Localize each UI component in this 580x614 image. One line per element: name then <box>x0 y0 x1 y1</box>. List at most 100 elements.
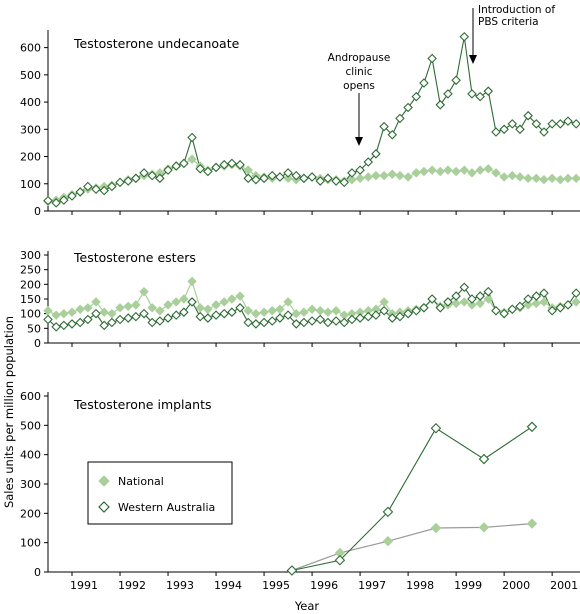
x-tick-label: 1998 <box>406 579 434 592</box>
y-tick-label-undecanoate: 100 <box>20 178 41 191</box>
x-tick-label: 1992 <box>118 579 146 592</box>
data-point-national-undecanoate <box>371 170 381 181</box>
data-point-national-esters <box>323 307 333 317</box>
data-point-wa-undecanoate <box>379 121 389 132</box>
data-point-wa-esters <box>387 313 398 323</box>
data-point-wa-undecanoate <box>563 116 573 126</box>
data-point-national-undecanoate <box>427 165 437 175</box>
data-point-national-esters <box>259 307 269 317</box>
y-tick-label-implants: 400 <box>20 449 41 462</box>
data-point-national-esters <box>219 297 229 307</box>
data-point-wa-undecanoate <box>227 158 237 169</box>
data-point-wa-esters <box>43 314 53 325</box>
annotation-andropause-line-3: opens <box>343 80 375 92</box>
data-point-national-esters <box>531 298 542 309</box>
data-point-wa-undecanoate <box>555 119 566 129</box>
y-tick-label-undecanoate: 600 <box>20 42 41 55</box>
data-point-wa-undecanoate <box>387 129 398 140</box>
data-point-wa-esters <box>379 305 389 316</box>
data-point-wa-esters <box>531 291 542 301</box>
data-point-wa-undecanoate <box>491 127 501 137</box>
data-point-wa-esters <box>363 311 374 322</box>
data-point-wa-undecanoate <box>315 176 326 186</box>
data-point-national-esters <box>243 306 253 316</box>
data-point-wa-esters <box>227 307 237 317</box>
data-point-wa-undecanoate <box>307 172 317 182</box>
data-point-wa-undecanoate <box>59 195 69 205</box>
data-point-wa-undecanoate <box>139 168 149 178</box>
data-point-wa-undecanoate <box>283 168 293 178</box>
data-point-wa-esters <box>403 308 413 319</box>
data-point-wa-undecanoate <box>251 174 261 185</box>
data-point-national-undecanoate <box>419 166 429 177</box>
data-point-national-esters <box>203 304 213 314</box>
data-point-national-esters <box>267 306 277 316</box>
data-point-wa-esters <box>59 320 69 331</box>
data-point-national-esters <box>43 306 53 316</box>
data-point-national-undecanoate <box>563 173 573 184</box>
data-point-wa-esters <box>235 303 245 313</box>
data-point-national-esters <box>163 300 173 310</box>
data-point-national-undecanoate <box>499 172 509 182</box>
axes-layer: 0100200300400500600050100150200250300010… <box>20 30 580 592</box>
x-axis-title: Year <box>294 599 320 613</box>
data-point-wa-undecanoate <box>291 170 302 181</box>
data-point-wa-esters <box>171 310 181 320</box>
data-point-wa-undecanoate <box>515 124 525 135</box>
annotation-pbs-line-1: Introduction of <box>478 4 555 16</box>
data-point-wa-undecanoate <box>443 89 453 99</box>
data-point-wa-implants <box>334 554 346 566</box>
data-point-wa-esters <box>451 291 461 301</box>
data-point-wa-implants <box>430 422 442 434</box>
data-point-national-esters <box>379 297 389 307</box>
x-tick-label: 1991 <box>70 579 98 592</box>
x-tick-label: 1997 <box>358 579 386 592</box>
data-point-wa-undecanoate <box>43 195 53 206</box>
data-point-wa-undecanoate <box>531 119 542 129</box>
data-point-wa-esters <box>467 294 477 304</box>
legend: National Western Australia <box>87 461 233 525</box>
data-point-national-esters <box>459 297 469 307</box>
data-point-wa-esters <box>491 305 501 316</box>
data-point-wa-esters <box>211 310 221 320</box>
y-axis-title: Sales units per million population <box>2 316 16 508</box>
y-tick-label-implants: 100 <box>20 537 41 550</box>
data-point-national-esters <box>187 276 197 287</box>
data-point-national-undecanoate <box>467 168 477 178</box>
data-point-wa-undecanoate <box>107 181 117 192</box>
data-point-national-esters <box>211 300 221 310</box>
data-point-wa-esters <box>563 300 573 310</box>
data-point-wa-undecanoate <box>83 181 93 192</box>
data-point-wa-esters <box>99 320 109 331</box>
y-tick-label-esters: 50 <box>27 322 41 335</box>
data-point-national-esters <box>307 304 317 314</box>
y-tick-label-implants: 600 <box>20 390 41 403</box>
data-point-wa-esters <box>323 317 333 328</box>
data-point-national-undecanoate <box>451 166 461 177</box>
annotation-andropause-line-2: clinic <box>346 66 373 78</box>
data-point-national-undecanoate <box>355 173 365 184</box>
data-point-wa-undecanoate <box>475 91 485 102</box>
data-point-national-undecanoate <box>507 170 518 181</box>
data-point-wa-undecanoate <box>51 198 61 208</box>
data-point-national-esters <box>299 307 309 317</box>
data-point-wa-esters <box>163 313 173 323</box>
y-tick-label-undecanoate: 0 <box>34 205 41 218</box>
data-point-wa-undecanoate <box>499 124 509 135</box>
legend-label-national: National <box>118 475 164 488</box>
y-tick-label-implants: 500 <box>20 419 41 432</box>
x-tick-label: 1996 <box>310 579 338 592</box>
data-point-wa-esters <box>555 303 566 313</box>
data-point-wa-undecanoate <box>371 149 381 159</box>
data-point-wa-undecanoate <box>539 127 549 137</box>
data-point-national-undecanoate <box>539 174 549 185</box>
data-point-wa-undecanoate <box>91 184 101 194</box>
annotation-pbs-arrow <box>469 8 477 64</box>
data-point-wa-esters <box>483 286 494 297</box>
data-point-wa-esters <box>67 319 77 329</box>
data-point-wa-esters <box>523 294 533 304</box>
data-point-national-esters <box>147 303 157 313</box>
data-point-wa-esters <box>187 297 197 307</box>
data-point-national-undecanoate <box>283 173 293 184</box>
data-point-wa-undecanoate <box>195 164 205 174</box>
